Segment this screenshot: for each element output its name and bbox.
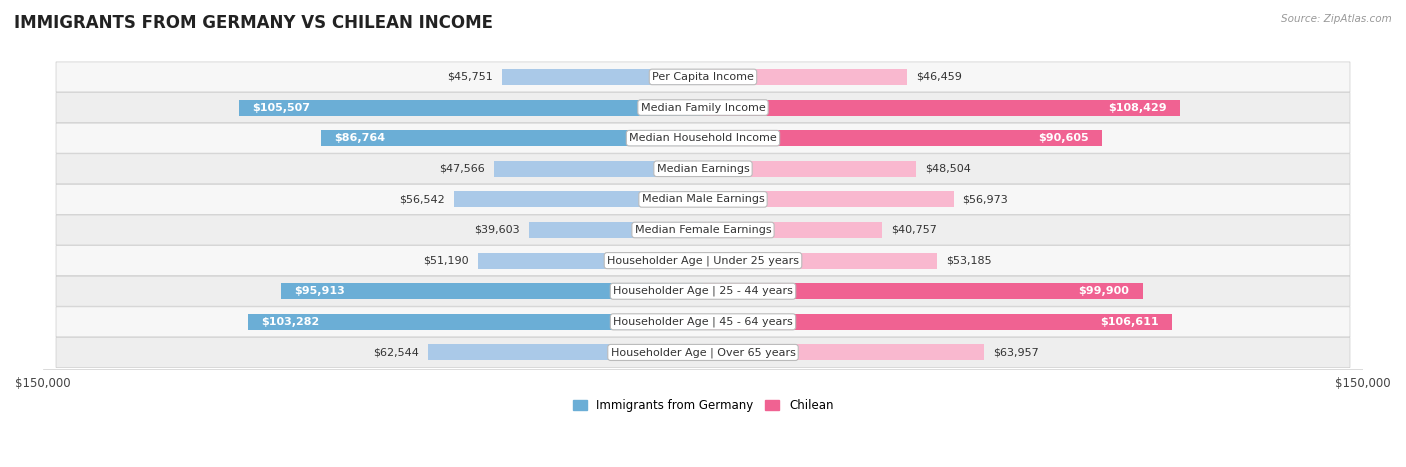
Text: $99,900: $99,900: [1078, 286, 1129, 296]
Text: Source: ZipAtlas.com: Source: ZipAtlas.com: [1281, 14, 1392, 24]
FancyBboxPatch shape: [56, 123, 1350, 153]
Text: Per Capita Income: Per Capita Income: [652, 72, 754, 82]
Bar: [478, 253, 703, 269]
Text: $106,611: $106,611: [1101, 317, 1159, 327]
Text: Median Family Income: Median Family Income: [641, 103, 765, 113]
Bar: [703, 161, 917, 177]
FancyBboxPatch shape: [56, 184, 1350, 214]
Text: Householder Age | 45 - 64 years: Householder Age | 45 - 64 years: [613, 317, 793, 327]
Text: $47,566: $47,566: [439, 164, 485, 174]
Text: Householder Age | Under 25 years: Householder Age | Under 25 years: [607, 255, 799, 266]
Text: Median Female Earnings: Median Female Earnings: [634, 225, 772, 235]
Text: $95,913: $95,913: [294, 286, 344, 296]
Text: $56,973: $56,973: [963, 194, 1008, 205]
Text: Median Earnings: Median Earnings: [657, 164, 749, 174]
Bar: [494, 161, 703, 177]
Text: $56,542: $56,542: [399, 194, 446, 205]
FancyBboxPatch shape: [56, 246, 1350, 276]
Bar: [249, 314, 703, 330]
Text: IMMIGRANTS FROM GERMANY VS CHILEAN INCOME: IMMIGRANTS FROM GERMANY VS CHILEAN INCOM…: [14, 14, 494, 32]
Text: $108,429: $108,429: [1108, 103, 1167, 113]
Bar: [321, 130, 703, 146]
Text: Householder Age | Over 65 years: Householder Age | Over 65 years: [610, 347, 796, 358]
Text: $62,544: $62,544: [373, 347, 419, 357]
Bar: [703, 283, 1143, 299]
Text: Householder Age | 25 - 44 years: Householder Age | 25 - 44 years: [613, 286, 793, 297]
FancyBboxPatch shape: [56, 154, 1350, 184]
FancyBboxPatch shape: [56, 338, 1350, 368]
FancyBboxPatch shape: [56, 92, 1350, 122]
Bar: [281, 283, 703, 299]
Bar: [703, 345, 984, 361]
Legend: Immigrants from Germany, Chilean: Immigrants from Germany, Chilean: [568, 395, 838, 417]
Text: $103,282: $103,282: [262, 317, 321, 327]
Bar: [454, 191, 703, 207]
Bar: [703, 253, 936, 269]
Bar: [502, 69, 703, 85]
Bar: [703, 191, 953, 207]
Text: Median Household Income: Median Household Income: [628, 133, 778, 143]
Text: $90,605: $90,605: [1038, 133, 1088, 143]
Bar: [703, 314, 1173, 330]
Text: $40,757: $40,757: [891, 225, 936, 235]
Text: $51,190: $51,190: [423, 255, 468, 266]
Text: $45,751: $45,751: [447, 72, 494, 82]
Bar: [703, 99, 1180, 115]
Bar: [703, 130, 1102, 146]
Text: $105,507: $105,507: [252, 103, 309, 113]
Bar: [703, 222, 883, 238]
FancyBboxPatch shape: [56, 307, 1350, 337]
Bar: [529, 222, 703, 238]
Text: Median Male Earnings: Median Male Earnings: [641, 194, 765, 205]
FancyBboxPatch shape: [56, 62, 1350, 92]
Text: $86,764: $86,764: [335, 133, 385, 143]
Text: $53,185: $53,185: [946, 255, 991, 266]
FancyBboxPatch shape: [56, 215, 1350, 245]
Bar: [703, 69, 907, 85]
Text: $46,459: $46,459: [917, 72, 962, 82]
Text: $63,957: $63,957: [993, 347, 1039, 357]
Bar: [239, 99, 703, 115]
Text: $39,603: $39,603: [474, 225, 520, 235]
FancyBboxPatch shape: [56, 276, 1350, 306]
Text: $48,504: $48,504: [925, 164, 972, 174]
Bar: [427, 345, 703, 361]
